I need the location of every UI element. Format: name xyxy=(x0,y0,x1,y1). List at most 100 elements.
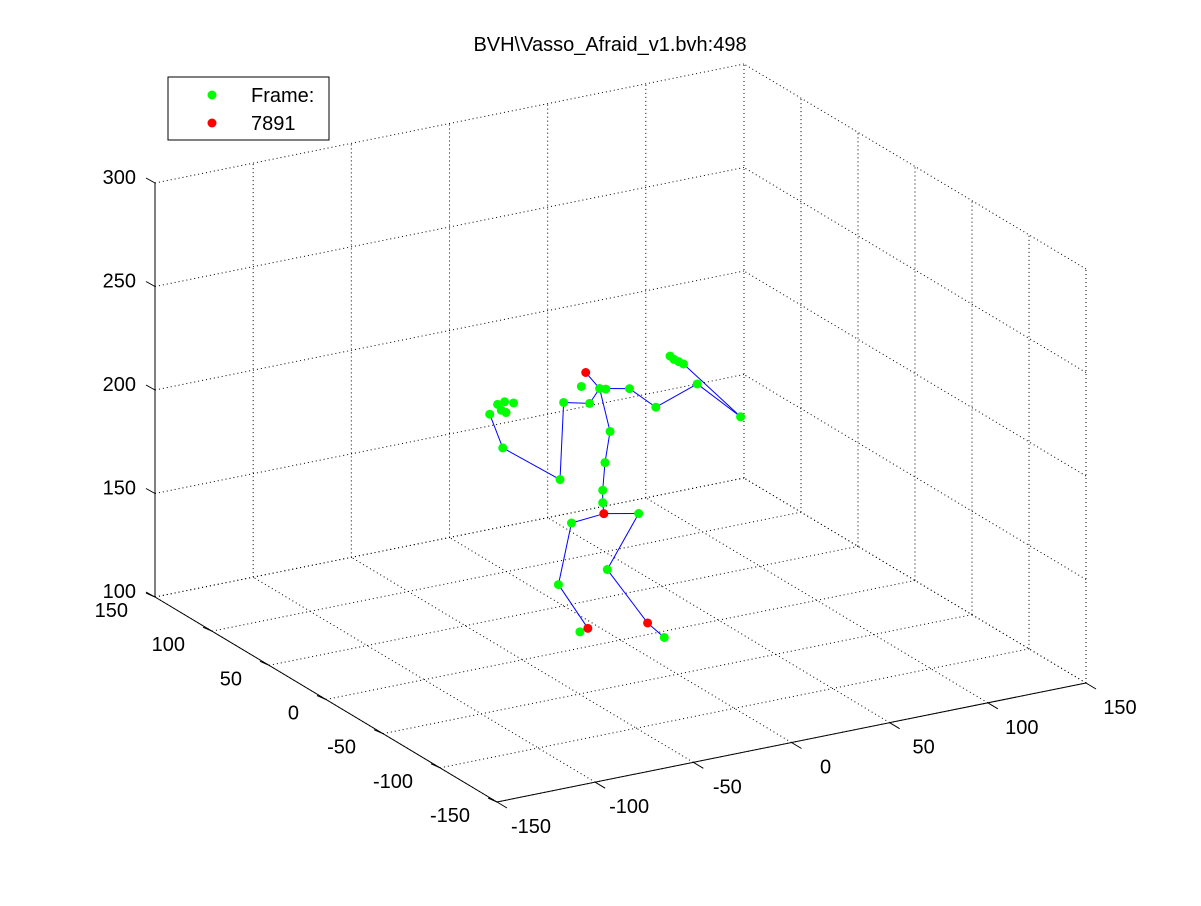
x-tick-mark xyxy=(988,703,998,709)
joint-marker-red xyxy=(599,509,608,518)
skeleton-bone xyxy=(656,384,697,407)
joint-marker-green xyxy=(651,403,660,412)
y-tick-mark xyxy=(431,764,440,768)
joint-marker-green xyxy=(603,565,612,574)
joint-marker-green xyxy=(679,359,688,368)
x-tick-label: 0 xyxy=(820,757,831,779)
joint-marker-green xyxy=(693,379,702,388)
joint-marker-green xyxy=(575,627,584,636)
joint-marker-green xyxy=(660,633,669,642)
joint-marker-green xyxy=(500,397,509,406)
z-tick-label: 250 xyxy=(103,271,136,293)
x-tick-label: 150 xyxy=(1103,697,1136,719)
y-tick-label: -100 xyxy=(373,771,413,793)
x-tick-mark xyxy=(1086,683,1096,689)
y-tick-mark xyxy=(260,661,269,665)
skeleton-bone xyxy=(600,389,610,432)
grid-line-floor-y xyxy=(212,512,801,631)
joint-marker-green xyxy=(598,498,607,507)
skeleton-bone xyxy=(607,570,647,623)
skeleton-bone xyxy=(697,384,740,417)
x-tick-label: 50 xyxy=(913,737,935,759)
grid-line-floor-y xyxy=(269,546,858,665)
z-tick-label: 300 xyxy=(103,167,136,189)
grid-line-side-z xyxy=(744,168,1086,373)
skeleton-bone xyxy=(607,514,638,570)
grid-line-back-z xyxy=(155,375,744,494)
y-tick-mark xyxy=(488,798,497,802)
z-tick-mark xyxy=(146,489,155,494)
skeleton-bone xyxy=(503,448,560,480)
legend-label-frame: Frame: xyxy=(251,85,314,107)
joint-marker-red xyxy=(581,368,590,377)
joint-marker-green xyxy=(606,427,615,436)
skeleton-bone xyxy=(571,514,603,523)
joint-marker-green xyxy=(485,410,494,419)
z-tick-label: 150 xyxy=(103,478,136,500)
joint-marker-green xyxy=(567,519,576,528)
grid-line-side-z xyxy=(744,271,1086,476)
skeleton-bone xyxy=(684,364,741,417)
y-tick-label: 100 xyxy=(152,634,185,656)
y-tick-mark xyxy=(374,730,383,734)
z-tick-mark xyxy=(146,178,155,183)
grid-line-back-z xyxy=(155,478,744,597)
x-tick-mark xyxy=(497,802,507,808)
y-tick-label: 150 xyxy=(95,600,128,622)
joint-marker-green xyxy=(577,382,586,391)
x-tick-label: -150 xyxy=(511,816,551,838)
joint-marker-green xyxy=(554,580,563,589)
x-tick-label: 100 xyxy=(1005,717,1038,739)
skeleton-bone xyxy=(605,431,610,462)
joint-marker-green xyxy=(502,408,511,417)
joint-marker-green xyxy=(585,399,594,408)
z-tick-label: 100 xyxy=(103,581,136,603)
joint-marker-green xyxy=(736,412,745,421)
legend: Frame: 7891 xyxy=(168,77,329,140)
legend-marker-number xyxy=(208,119,217,128)
joint-marker-red xyxy=(643,618,652,627)
joint-marker-green xyxy=(601,385,610,394)
y-tick-mark xyxy=(203,627,212,631)
joint-marker-green xyxy=(556,475,565,484)
grid-line-floor-y xyxy=(440,649,1029,768)
y-tick-label: 50 xyxy=(220,668,242,690)
skeleton-bone xyxy=(560,402,564,479)
y-tick-label: -150 xyxy=(430,805,470,827)
y-tick-label: 0 xyxy=(288,703,299,725)
chart-title: BVH\Vasso_Afraid_v1.bvh:498 xyxy=(473,34,746,56)
skeleton-bones xyxy=(490,364,741,638)
z-tick-mark xyxy=(146,282,155,287)
x-tick-mark xyxy=(890,723,900,729)
skeleton-bone xyxy=(490,414,503,448)
y-tick-label: -50 xyxy=(327,737,356,759)
skeleton-bone xyxy=(558,585,587,629)
joint-marker-green xyxy=(598,486,607,495)
x-tick-mark xyxy=(595,782,605,788)
y-tick-mark xyxy=(317,696,326,700)
x-tick-label: -100 xyxy=(609,796,649,818)
x-tick-label: -50 xyxy=(713,776,742,798)
z-tick-mark xyxy=(146,592,155,597)
joint-marker-green xyxy=(509,398,518,407)
axes-layer: -150-100-50050100150-150-100-50050100150… xyxy=(95,167,1137,838)
grid-line-side-z xyxy=(744,375,1086,580)
joint-marker-green xyxy=(498,443,507,452)
grid-line-floor-y xyxy=(326,581,915,700)
skeleton-bone xyxy=(629,389,655,408)
x-tick-mark xyxy=(693,762,703,768)
joint-marker-green xyxy=(634,509,643,518)
joint-marker-green xyxy=(559,398,568,407)
joint-marker-green xyxy=(600,458,609,467)
grid-line-side-z xyxy=(744,64,1086,269)
joint-markers xyxy=(485,352,745,642)
x-tick-mark xyxy=(792,743,802,749)
joint-marker-red xyxy=(583,624,592,633)
legend-marker-frame xyxy=(208,91,217,100)
legend-label-number: 7891 xyxy=(251,113,296,135)
skeleton-bone xyxy=(558,523,571,585)
z-tick-mark xyxy=(146,385,155,390)
grid-layer xyxy=(155,64,1086,802)
